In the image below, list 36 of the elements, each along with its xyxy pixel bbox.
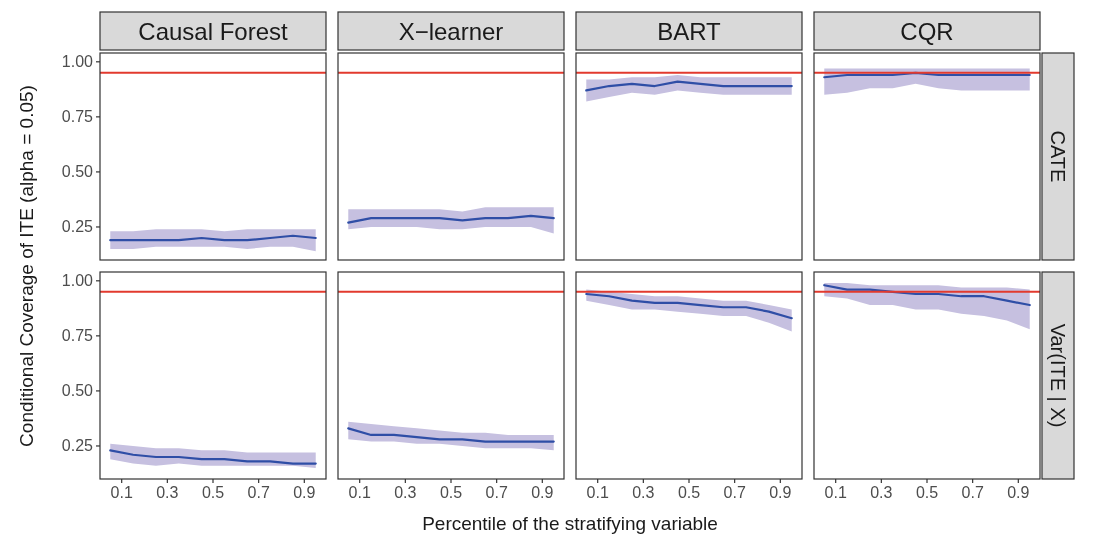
x-tick-label: 0.7 (723, 484, 746, 501)
chart-title: Causal Forest (138, 17, 289, 45)
y-tick-label: 0.75 (61, 108, 94, 126)
y-tick-label: 0.75 (61, 327, 94, 345)
x-tick-label: 0.7 (247, 484, 270, 501)
x-tick-label: 0.1 (348, 484, 371, 501)
y-tick-label: 0.50 (61, 382, 94, 400)
chart-title: CQR (900, 17, 954, 45)
x-tick-label: 0.5 (201, 484, 225, 501)
x-tick-label: 0.5 (677, 484, 701, 501)
chart-title: X−learner (398, 17, 504, 45)
chart-title: BART (657, 17, 722, 45)
x-tick-label: 0.1 (824, 484, 847, 501)
y-tick-label: 0.50 (61, 163, 94, 181)
y-tick-label: 1.00 (61, 53, 94, 71)
x-tick-label: 0.3 (156, 484, 179, 501)
x-tick-label: 0.5 (439, 484, 463, 501)
x-tick-label: 0.9 (769, 484, 792, 501)
x-tick-label: 0.3 (632, 484, 655, 501)
x-tick-label: 0.9 (531, 484, 554, 501)
x-tick-label: 0.3 (394, 484, 417, 501)
x-tick-label: 0.1 (110, 484, 133, 501)
x-tick-label: 0.3 (870, 484, 893, 501)
x-tick-label: 0.1 (586, 484, 609, 501)
text: Var(ITE | X) (1047, 323, 1069, 428)
y-tick-label: 0.25 (61, 218, 94, 236)
x-tick-label: 0.9 (293, 484, 316, 501)
x-tick-label: 0.5 (915, 484, 939, 501)
y-tick-label: 1.00 (61, 272, 94, 290)
x-axis-title: Percentile of the stratifying variable (422, 513, 718, 534)
x-tick-label: 0.9 (1007, 484, 1030, 501)
x-tick-label: 0.7 (961, 484, 984, 501)
text: CATE (1047, 130, 1069, 183)
y-tick-label: 0.25 (61, 437, 94, 455)
y-axis-title: Conditional Coverage of ITE (alpha = 0.05) (15, 85, 37, 447)
x-tick-label: 0.7 (485, 484, 508, 501)
